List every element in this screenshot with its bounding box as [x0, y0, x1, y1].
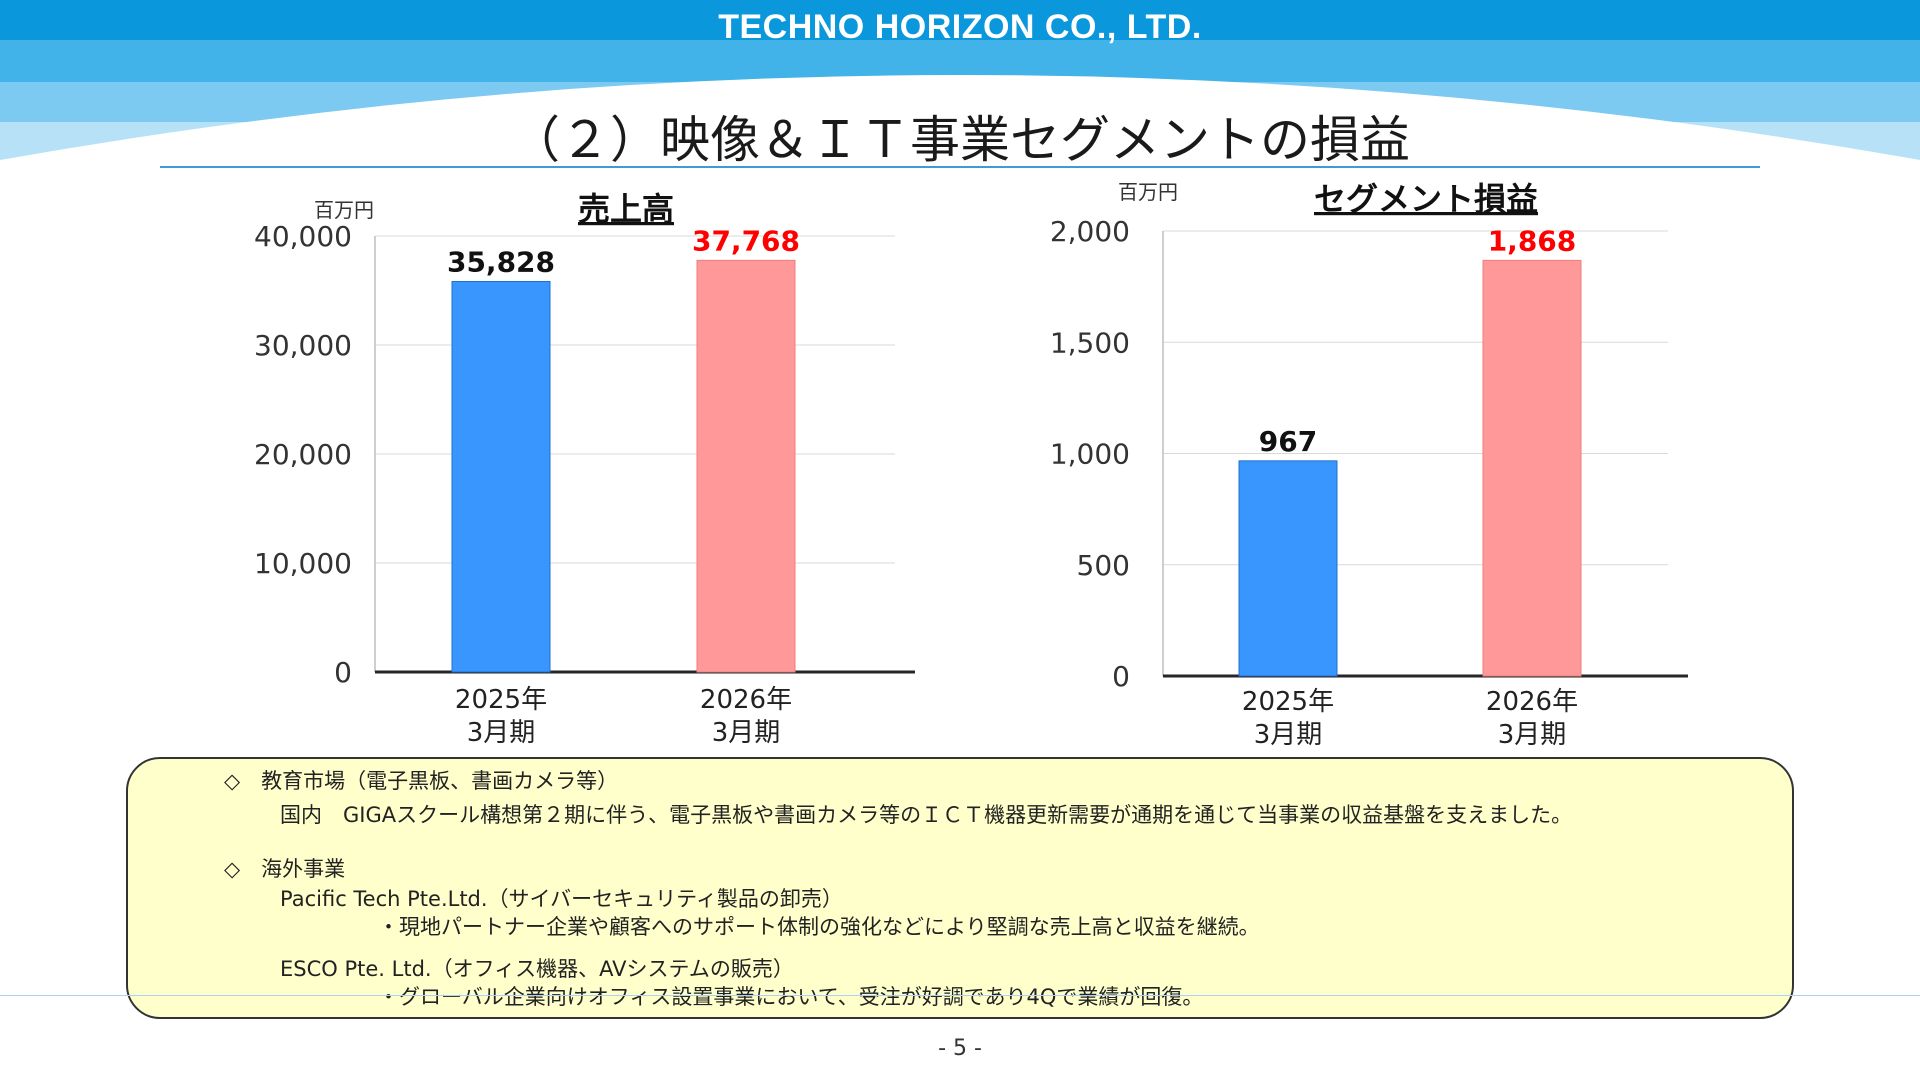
x-tick-label: 2026年 — [700, 685, 792, 715]
y-tick-label: 20,000 — [254, 438, 352, 471]
data-label: 35,828 — [447, 245, 555, 278]
esco-name: ESCO Pte. Ltd.（オフィス機器、AVシステムの販売） — [280, 957, 794, 981]
pacific-tech-body: ・現地パートナー企業や顧客へのサポート体制の強化などにより堅調な売上高と収益を継… — [378, 915, 1260, 939]
charts-area: 010,00020,00030,00040,00035,8282025年3月期3… — [254, 180, 1688, 750]
y-tick-label: 0 — [334, 656, 352, 689]
page-number: - 5 - — [938, 1036, 982, 1061]
overseas-heading: ◇ 海外事業 — [224, 857, 346, 881]
footer-divider — [0, 995, 1920, 996]
bar — [696, 259, 796, 673]
bar — [1238, 460, 1338, 677]
x-tick-label: 3月期 — [712, 718, 781, 748]
y-tick-label: 1,500 — [1050, 326, 1130, 359]
bar — [451, 280, 551, 673]
y-tick-label: 40,000 — [254, 220, 352, 253]
edu-market-heading: ◇ 教育市場（電子黒板、書画カメラ等） — [224, 769, 619, 793]
esco-body: ・グローバル企業向けオフィス設置事業において、受注が好調であり4Qで業績が回復。 — [378, 985, 1204, 1009]
unit-label: 百万円 — [314, 198, 374, 222]
x-tick-label: 2025年 — [455, 685, 547, 715]
data-label: 967 — [1259, 425, 1317, 458]
y-tick-label: 0 — [1112, 660, 1130, 693]
x-tick-label: 3月期 — [467, 718, 536, 748]
y-tick-label: 2,000 — [1050, 215, 1130, 248]
title-divider — [160, 166, 1760, 168]
edu-market-body: 国内 GIGAスクール構想第２期に伴う、電子黒板や書画カメラ等のＩＣＴ機器更新需… — [280, 803, 1573, 827]
pacific-tech-name: Pacific Tech Pte.Ltd.（サイバーセキュリティ製品の卸売） — [280, 887, 843, 911]
bar — [1482, 259, 1582, 677]
x-tick-label: 3月期 — [1498, 720, 1567, 750]
chart-title: セグメント損益 — [1314, 180, 1538, 218]
y-tick-label: 1,000 — [1050, 438, 1130, 471]
data-label: 1,868 — [1488, 224, 1577, 257]
x-tick-label: 2025年 — [1242, 687, 1334, 717]
y-tick-label: 10,000 — [254, 547, 352, 580]
page-title: （２）映像＆ＩＴ事業セグメントの損益 — [510, 111, 1410, 169]
chart-title: 売上高 — [578, 190, 674, 228]
x-tick-label: 2026年 — [1486, 687, 1578, 717]
company-name: TECHNO HORIZON CO., LTD. — [718, 8, 1202, 46]
y-tick-label: 500 — [1077, 549, 1130, 582]
header-wave-band — [0, 0, 1920, 170]
data-label: 37,768 — [692, 224, 800, 257]
notes-box: ◇ 教育市場（電子黒板、書画カメラ等） 国内 GIGAスクール構想第２期に伴う、… — [126, 757, 1794, 1019]
x-tick-label: 3月期 — [1254, 720, 1323, 750]
unit-label: 百万円 — [1118, 180, 1178, 204]
y-tick-label: 30,000 — [254, 329, 352, 362]
